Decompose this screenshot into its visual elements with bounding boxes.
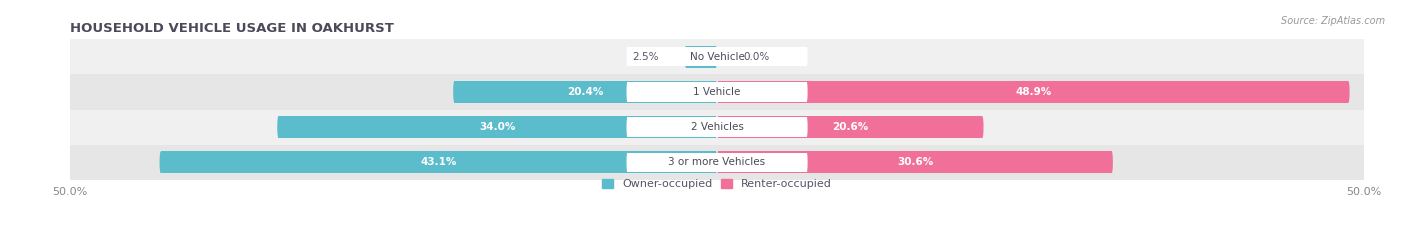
Ellipse shape	[806, 82, 807, 102]
Ellipse shape	[714, 116, 717, 138]
Bar	[718, 81, 1348, 103]
Ellipse shape	[806, 153, 807, 172]
Ellipse shape	[627, 82, 628, 102]
Bar	[627, 117, 807, 137]
Ellipse shape	[627, 153, 628, 172]
Legend: Owner-occupied, Renter-occupied: Owner-occupied, Renter-occupied	[598, 174, 837, 194]
Text: 2 Vehicles: 2 Vehicles	[690, 122, 744, 132]
Text: No Vehicle: No Vehicle	[689, 52, 745, 62]
Ellipse shape	[1111, 151, 1114, 173]
Bar	[718, 151, 1112, 173]
Text: 20.6%: 20.6%	[832, 122, 869, 132]
Bar	[70, 39, 1364, 74]
Ellipse shape	[714, 46, 717, 68]
Ellipse shape	[806, 47, 807, 66]
Ellipse shape	[685, 46, 688, 68]
Bar	[627, 153, 807, 172]
Ellipse shape	[806, 117, 807, 137]
Ellipse shape	[717, 151, 720, 173]
Ellipse shape	[627, 47, 628, 66]
Ellipse shape	[453, 81, 456, 103]
Ellipse shape	[277, 116, 280, 138]
Bar	[70, 74, 1364, 110]
Bar	[686, 46, 716, 68]
Text: 34.0%: 34.0%	[479, 122, 516, 132]
Bar	[718, 116, 983, 138]
Ellipse shape	[717, 116, 720, 138]
Bar	[160, 151, 716, 173]
Bar	[70, 110, 1364, 145]
Ellipse shape	[714, 151, 717, 173]
Text: 30.6%: 30.6%	[897, 157, 934, 167]
Text: 3 or more Vehicles: 3 or more Vehicles	[668, 157, 766, 167]
Text: 2.5%: 2.5%	[633, 52, 659, 62]
Ellipse shape	[981, 116, 984, 138]
Text: 43.1%: 43.1%	[420, 157, 457, 167]
Text: 0.0%: 0.0%	[742, 52, 769, 62]
Ellipse shape	[627, 117, 628, 137]
Bar	[627, 82, 807, 102]
Text: 20.4%: 20.4%	[567, 87, 603, 97]
Bar	[454, 81, 716, 103]
Text: Source: ZipAtlas.com: Source: ZipAtlas.com	[1281, 16, 1385, 26]
Text: HOUSEHOLD VEHICLE USAGE IN OAKHURST: HOUSEHOLD VEHICLE USAGE IN OAKHURST	[70, 22, 394, 35]
Text: 1 Vehicle: 1 Vehicle	[693, 87, 741, 97]
Bar	[70, 145, 1364, 180]
Ellipse shape	[159, 151, 162, 173]
Text: 48.9%: 48.9%	[1015, 87, 1052, 97]
Ellipse shape	[714, 81, 717, 103]
Bar	[278, 116, 716, 138]
Ellipse shape	[717, 81, 720, 103]
Ellipse shape	[1347, 81, 1350, 103]
Bar	[627, 47, 807, 66]
